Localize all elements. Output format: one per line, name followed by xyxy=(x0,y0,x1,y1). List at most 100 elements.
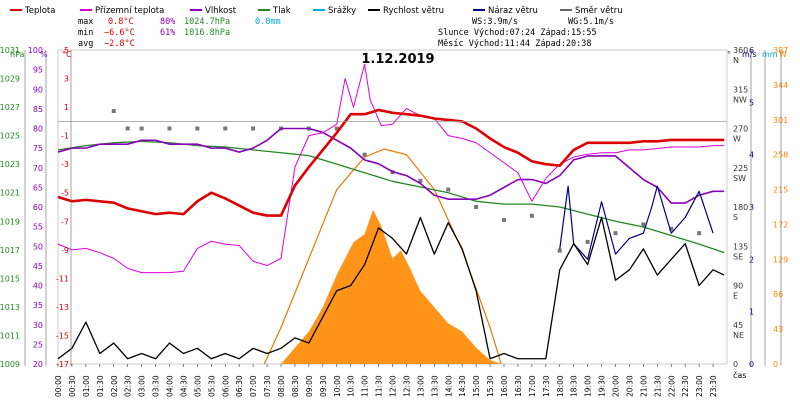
legend-label: Tlak xyxy=(272,6,291,16)
tick-temp: -13 xyxy=(56,303,69,312)
x-tick-label: 17:30 xyxy=(542,375,551,397)
stats-max-temp: 0.8°C xyxy=(108,17,134,27)
wind-dir-point xyxy=(613,231,618,236)
tick-hpa: 1027 xyxy=(0,103,20,112)
wind-dir-point xyxy=(697,231,702,236)
tick-temp: 5 xyxy=(64,46,69,55)
series-ground-temp xyxy=(57,63,725,274)
wind-dir-point xyxy=(111,109,116,114)
x-tick-label: 17:00 xyxy=(528,375,537,397)
wind-dir-point xyxy=(669,226,674,231)
legend-label: Teplota xyxy=(24,6,55,16)
tick-dir: 225 xyxy=(733,164,748,173)
series-humidity xyxy=(57,127,725,204)
stats-avg-label: avg xyxy=(78,39,93,49)
wind-dir-point xyxy=(125,126,130,131)
tick-temp: -9 xyxy=(61,246,69,255)
x-tick-label: 04:30 xyxy=(179,375,188,397)
x-tick-label: 22:00 xyxy=(667,375,676,397)
tick-hpa: 1009 xyxy=(0,360,20,369)
x-tick-label: 18:00 xyxy=(556,375,565,397)
tick-dir: NW xyxy=(733,95,747,104)
stats-max-hum: 80% xyxy=(160,17,175,27)
stats-wg: WG:5.1m/s xyxy=(568,17,614,27)
tick-temp: -11 xyxy=(56,274,69,283)
tick-w: 86 xyxy=(773,290,783,299)
legend-label: Vlhkost xyxy=(205,6,237,16)
x-tick-label: 16:00 xyxy=(500,375,509,397)
x-tick-label: 22:30 xyxy=(681,375,690,397)
tick-pct: 45 xyxy=(33,262,43,271)
tick-hpa: 1015 xyxy=(0,274,20,283)
tick-dir: N xyxy=(733,56,739,65)
tick-w: 344 xyxy=(773,81,788,90)
tick-ms: 6 xyxy=(749,46,754,55)
tick-dir: 315 xyxy=(733,85,748,94)
x-tick-label: 04:00 xyxy=(166,375,175,397)
x-tick-label: 00:30 xyxy=(68,375,77,397)
x-tick-label: 14:30 xyxy=(458,375,467,397)
axis-unit: m/s xyxy=(742,50,757,59)
x-tick-label: 13:30 xyxy=(430,375,439,397)
stats-max-press: 1024.7hPa xyxy=(184,17,230,27)
wind-dir-point xyxy=(362,152,367,157)
tick-ms: 4 xyxy=(749,151,754,160)
x-tick-label: 10:30 xyxy=(347,375,356,397)
tick-temp: -7 xyxy=(61,217,69,226)
x-tick-label: 05:00 xyxy=(193,375,202,397)
x-tick-label: 18:30 xyxy=(570,375,579,397)
series-wind-speed xyxy=(57,216,725,360)
tick-temp: 1 xyxy=(64,103,69,112)
tick-pct: 95 xyxy=(33,66,43,75)
x-tick-label: 06:00 xyxy=(221,375,230,397)
plot-area xyxy=(57,49,728,365)
tick-ms: 5 xyxy=(749,98,754,107)
chart-title: 1.12.2019 xyxy=(361,52,434,67)
tick-dir: 270 xyxy=(733,125,748,134)
x-tick-label: 01:30 xyxy=(96,375,105,397)
x-tick-label: 19:00 xyxy=(584,375,593,397)
stats-min-press: 1016.8hPa xyxy=(184,28,230,38)
x-tick-label: 21:30 xyxy=(653,375,662,397)
stats-min-temp: −6.6°C xyxy=(104,28,135,38)
stats-max-rain: 0.0mm xyxy=(255,17,281,27)
tick-pct: 60 xyxy=(33,203,43,212)
wind-dir-point xyxy=(251,126,256,131)
tick-dir: 90 xyxy=(733,282,743,291)
legend-label: Přízemní teplota xyxy=(95,6,164,16)
stats-moon: Měsíc Východ:11:44 Západ:20:38 xyxy=(438,39,592,49)
tick-temp: -3 xyxy=(61,160,69,169)
tick-pct: 80 xyxy=(33,125,43,134)
tick-ms: 2 xyxy=(749,255,754,264)
x-tick-label: 11:30 xyxy=(375,375,384,397)
tick-hpa: 1021 xyxy=(0,189,20,198)
wind-dir-point xyxy=(557,248,562,253)
tick-dir: 360 xyxy=(733,46,748,55)
series-temperature xyxy=(57,108,725,217)
tick-pct: 75 xyxy=(33,144,43,153)
tick-dir: 180 xyxy=(733,203,748,212)
tick-temp: -17 xyxy=(56,360,69,369)
x-tick-label: 05:30 xyxy=(207,375,216,397)
series-wind-gust xyxy=(559,185,714,260)
tick-dir: W xyxy=(733,135,741,144)
wind-dir-point xyxy=(195,126,200,131)
wind-dir-point xyxy=(223,126,228,131)
x-tick-label: 01:00 xyxy=(82,375,91,397)
tick-dir: S xyxy=(733,213,738,222)
tick-pct: 25 xyxy=(33,340,43,349)
x-tick-label: 13:00 xyxy=(416,375,425,397)
tick-hpa: 1025 xyxy=(0,132,20,141)
tick-hpa: 1017 xyxy=(0,246,20,255)
x-tick-label: 12:30 xyxy=(402,375,411,397)
stats-min-label: min xyxy=(78,28,93,38)
tick-ms: 0 xyxy=(749,360,754,369)
x-axis-label: čas xyxy=(733,370,746,380)
x-tick-label: 12:00 xyxy=(389,375,398,397)
legend: Teplota Přízemní teplota Vlhkost Tlak Srážky… xyxy=(10,6,623,16)
tick-pct: 100 xyxy=(28,46,43,55)
axis-unit: ° xyxy=(727,50,731,59)
tick-temp: -1 xyxy=(61,132,69,141)
tick-dir: SW xyxy=(733,174,746,183)
